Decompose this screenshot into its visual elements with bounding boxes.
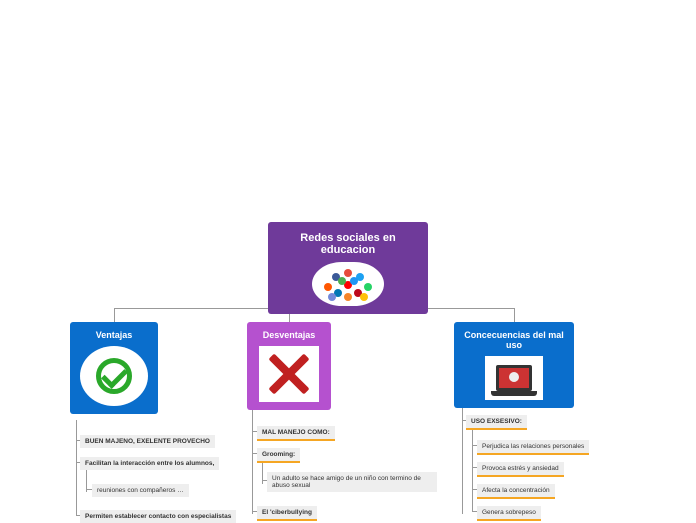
leaf-item[interactable]: MAL MANEJO COMO:	[257, 426, 335, 441]
connector	[76, 420, 77, 516]
leaf-item[interactable]: Afecta la concentración	[477, 484, 555, 499]
leaf-item[interactable]: Genera sobrepeso	[477, 506, 541, 521]
root-title: Redes sociales en educacion	[282, 232, 414, 256]
leaf-item[interactable]: Facilitan la interacción entre los alumn…	[80, 457, 219, 470]
leaf-item[interactable]: USO EXSESIVO:	[466, 415, 527, 430]
connector	[114, 308, 115, 322]
leaf-item[interactable]: Grooming:	[257, 448, 300, 463]
leaf-item[interactable]: Provoca estrés y ansiedad	[477, 462, 564, 477]
leaf-item[interactable]: Perjudica las relaciones personales	[477, 440, 589, 455]
leaf-item[interactable]: BUEN MAJENO, EXELENTE PROVECHO	[80, 435, 215, 448]
root-node[interactable]: Redes sociales en educacion	[268, 222, 428, 314]
branch-title: Ventajas	[80, 330, 148, 340]
connector	[514, 308, 515, 322]
connector	[462, 400, 463, 514]
leaf-item[interactable]: reuniones con compañeros …	[92, 484, 189, 497]
branch-node-consecuencias[interactable]: Concecuencias del mal uso	[454, 322, 574, 408]
social-icons-cluster	[312, 262, 384, 306]
check-icon	[80, 346, 148, 406]
branch-node-desventajas[interactable]: Desventajas	[247, 322, 331, 410]
cross-icon	[259, 346, 319, 402]
leaf-item[interactable]: Un adulto se hace amigo de un niño con t…	[267, 472, 437, 492]
branch-title: Concecuencias del mal uso	[464, 330, 564, 350]
branch-title: Desventajas	[257, 330, 321, 340]
leaf-item[interactable]: El 'ciberbullying	[257, 506, 317, 521]
connector	[252, 410, 253, 514]
connector	[472, 428, 473, 512]
branch-node-ventajas[interactable]: Ventajas	[70, 322, 158, 414]
leaf-item[interactable]: Permiten establecer contacto con especia…	[80, 510, 236, 523]
laptop-icon	[485, 356, 543, 400]
